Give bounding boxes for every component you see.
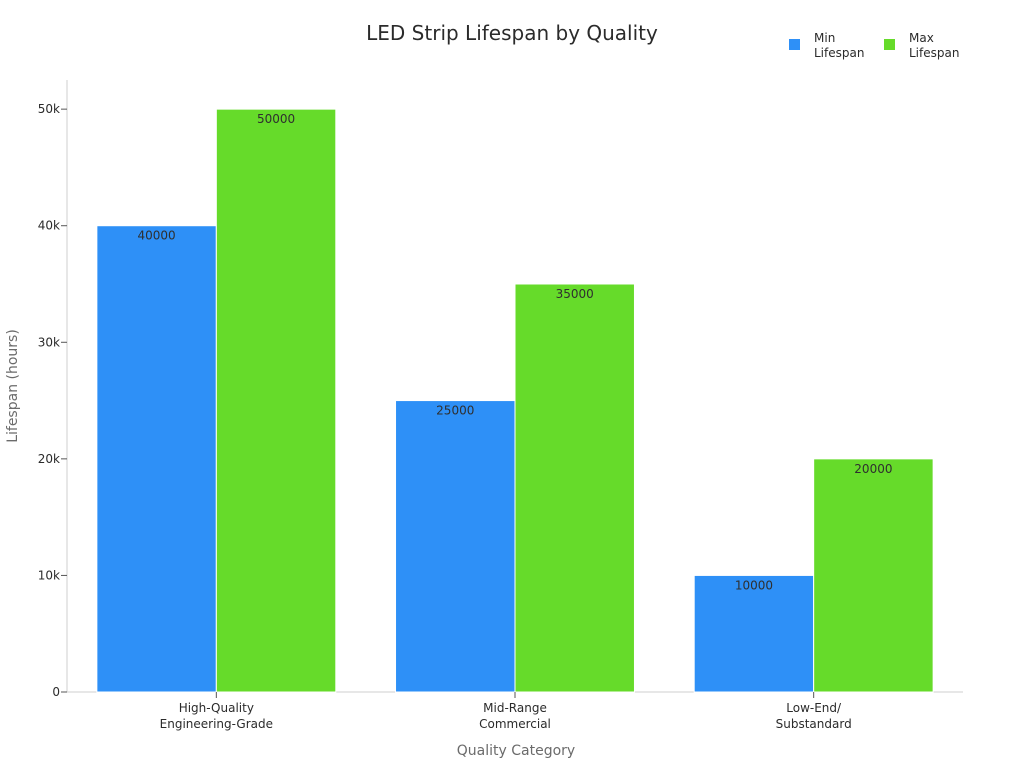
data-label: 10000 <box>735 578 773 592</box>
data-label: 20000 <box>854 462 892 476</box>
x-tick-label: Low-End/Substandard <box>776 701 852 731</box>
bar <box>215 108 337 693</box>
bars <box>96 108 934 693</box>
data-label: 40000 <box>138 229 176 243</box>
bar <box>514 283 635 693</box>
y-tick-label: 20k <box>38 452 60 466</box>
bar <box>693 574 815 693</box>
data-label: 25000 <box>436 404 474 418</box>
legend-swatch <box>884 39 895 50</box>
data-labels: 40000 50000 25000 35000 10000 20000 <box>138 112 893 592</box>
bar <box>96 225 217 693</box>
legend-label: Min Lifespan <box>814 31 864 60</box>
legend-swatch <box>789 39 800 50</box>
x-tick-label: High-Quality Engineering-Grade <box>160 701 273 731</box>
x-axis-title: Quality Category <box>457 743 575 759</box>
x-ticks: High-Quality Engineering-Grade Mid-Range Co… <box>160 692 852 731</box>
bar <box>813 458 934 693</box>
chart-title: LED Strip Lifespan by Quality <box>366 21 658 45</box>
legend: Min Lifespan Max Lifespan <box>789 31 959 60</box>
y-tick-label: 50k <box>38 102 60 116</box>
bar <box>395 400 516 693</box>
y-tick-label: 30k <box>38 335 60 349</box>
y-axis-title: Lifespan (hours) <box>5 329 21 443</box>
legend-label: Max Lifespan <box>909 31 959 60</box>
data-label: 35000 <box>556 287 594 301</box>
y-ticks: 0 10k 20k 30k 40k 50k <box>38 102 67 699</box>
y-tick-label: 40k <box>38 219 60 233</box>
y-tick-label: 10k <box>38 568 60 582</box>
x-tick-label: Mid-Range Commercial <box>479 701 551 731</box>
y-tick-label: 0 <box>52 685 60 699</box>
data-label: 50000 <box>257 112 295 126</box>
